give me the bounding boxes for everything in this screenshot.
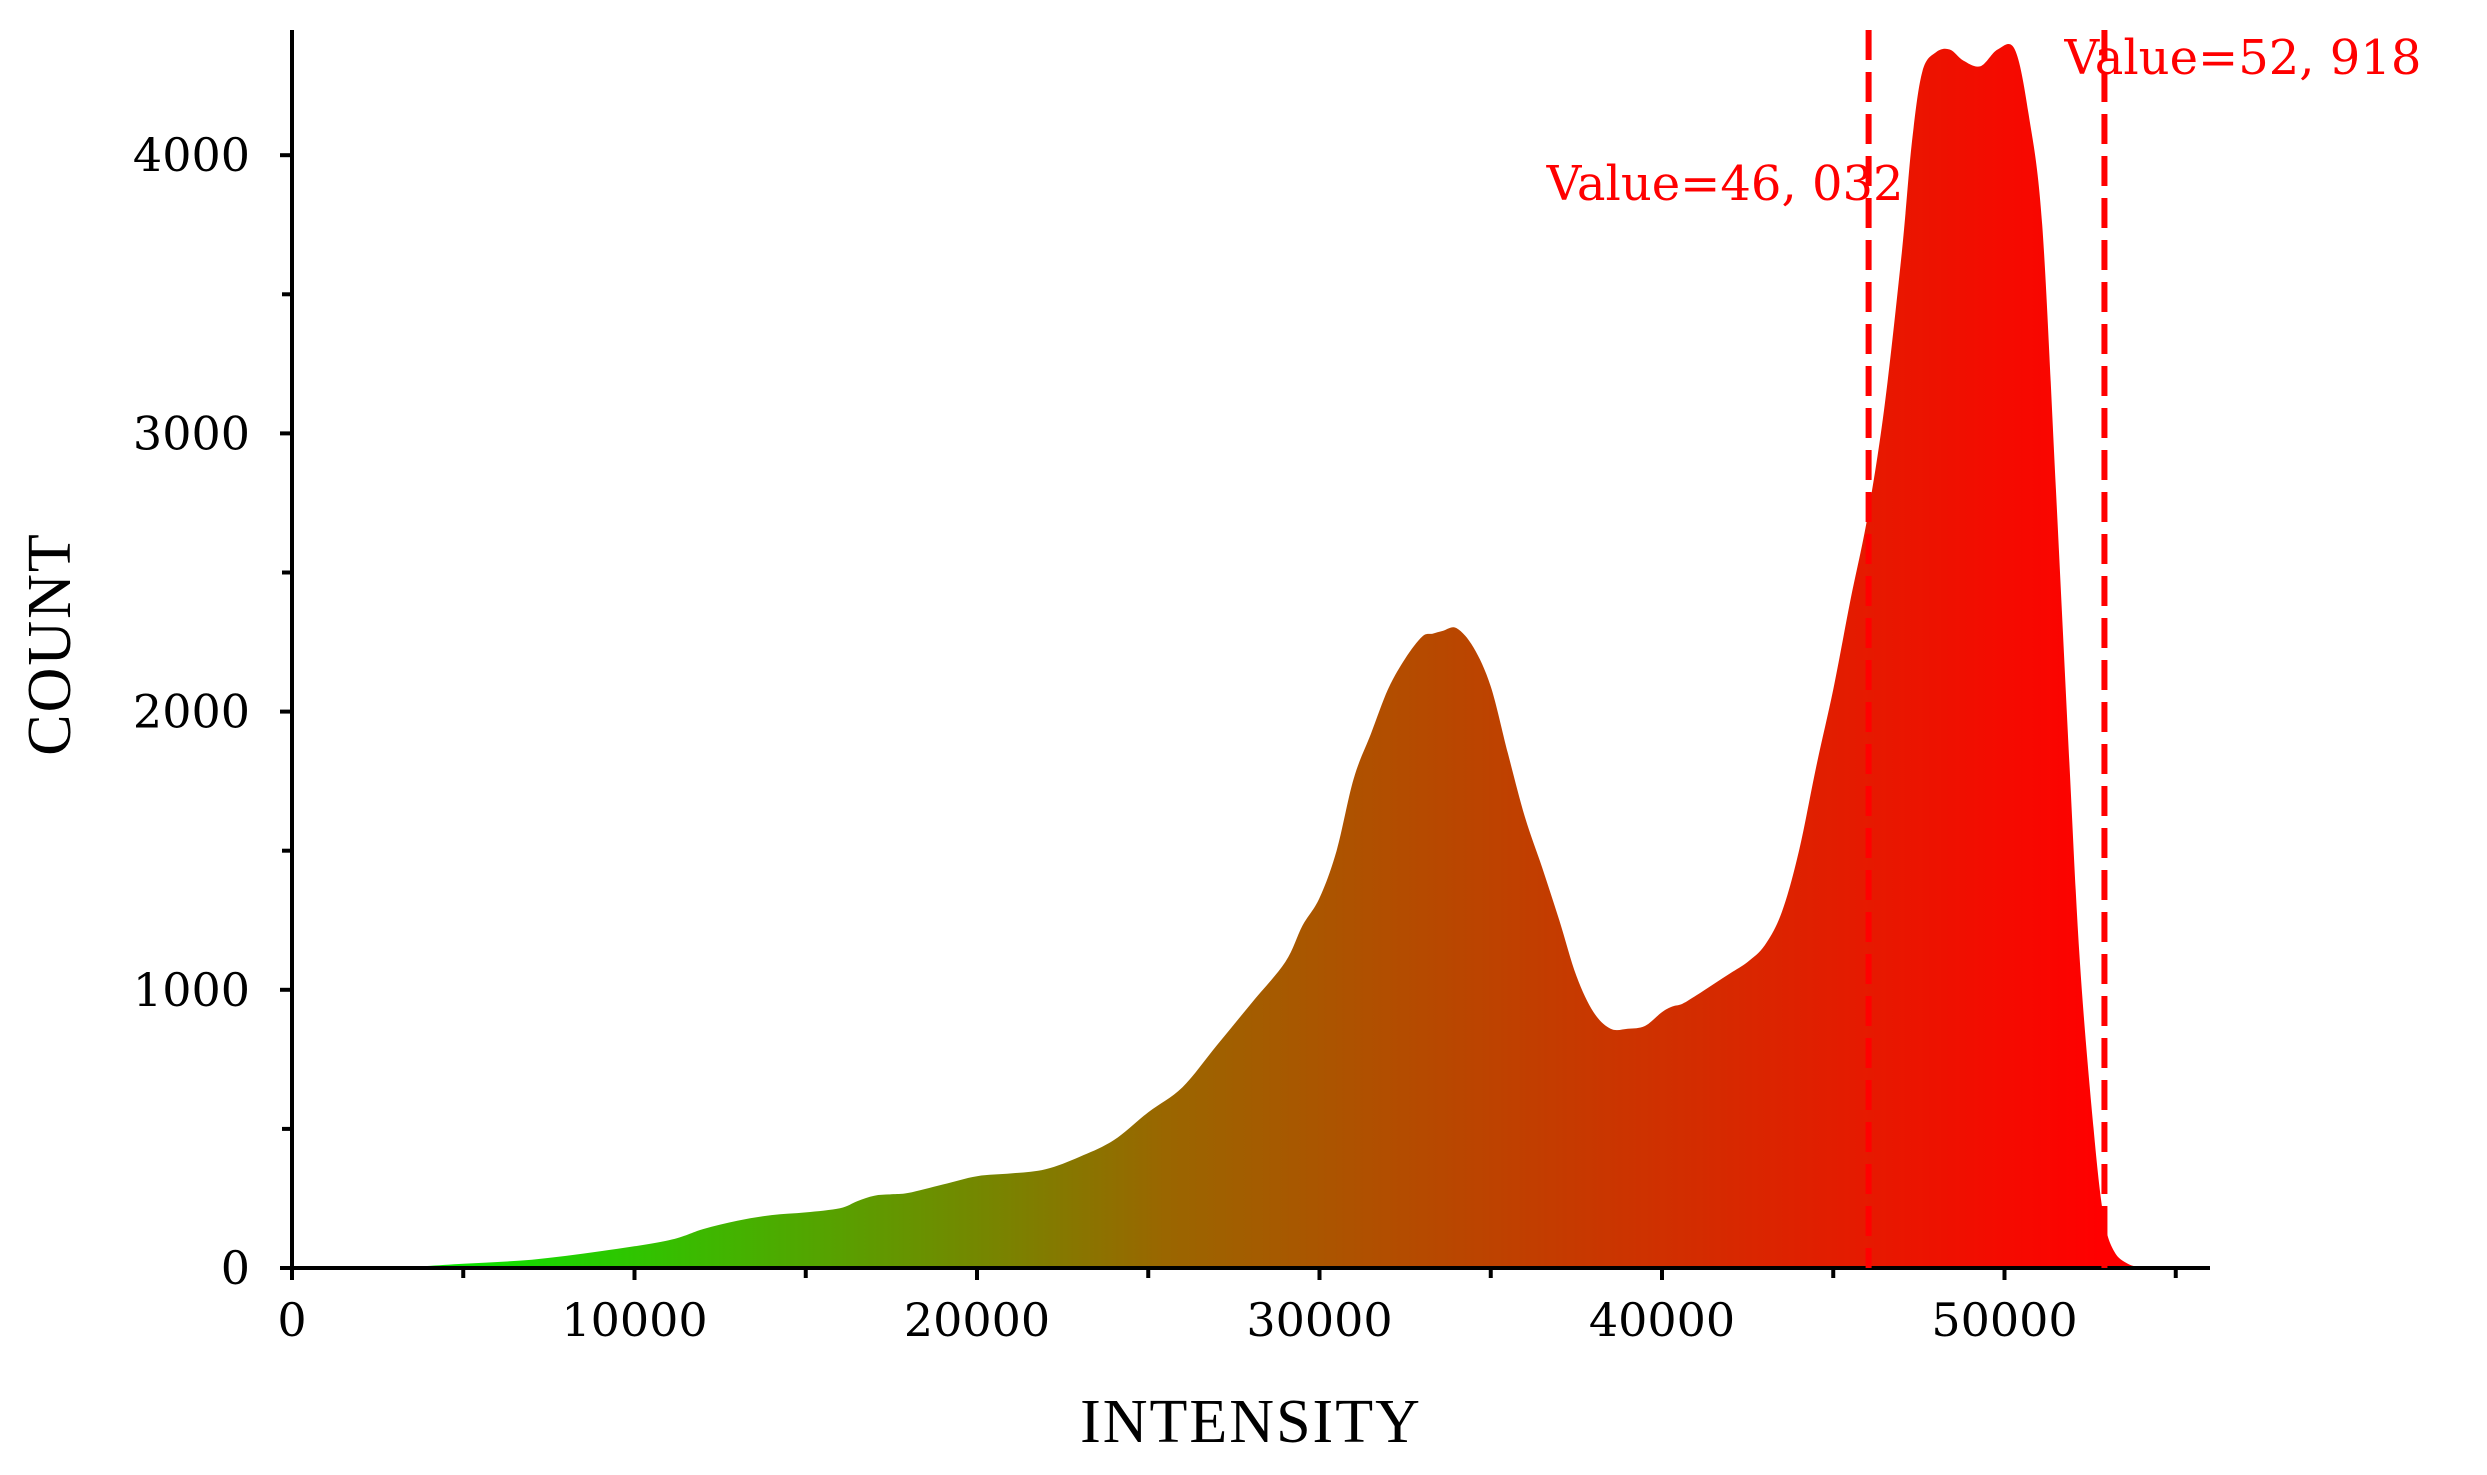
- value-marker-label: Value=46, 032: [1546, 156, 1904, 212]
- histogram-area: [394, 44, 2152, 1268]
- y-tick-label: 2000: [133, 685, 250, 739]
- x-tick-label: 50000: [1931, 1293, 2077, 1347]
- x-tick-label: 10000: [561, 1293, 707, 1347]
- value-marker-label: Value=52, 918: [2063, 30, 2421, 86]
- axes: 0 10000 20000 30000 40000 50000 0 1000 2000 3000 4…: [133, 30, 2210, 1347]
- y-tick-label: 4000: [133, 128, 250, 182]
- x-axis-title: INTENSITY: [1080, 1388, 1422, 1456]
- x-tick-label: 0: [277, 1293, 306, 1347]
- y-axis-title: COUNT: [16, 532, 84, 756]
- y-tick-label: 0: [221, 1241, 250, 1295]
- y-tick-label: 3000: [133, 406, 250, 460]
- value-markers: Value=46, 032 Value=52, 918: [1546, 30, 2421, 1268]
- x-tick-label: 40000: [1589, 1293, 1735, 1347]
- y-tick-label: 1000: [133, 963, 250, 1017]
- plot-area: [394, 44, 2152, 1268]
- x-tick-label: 20000: [904, 1293, 1050, 1347]
- x-tick-label: 30000: [1246, 1293, 1392, 1347]
